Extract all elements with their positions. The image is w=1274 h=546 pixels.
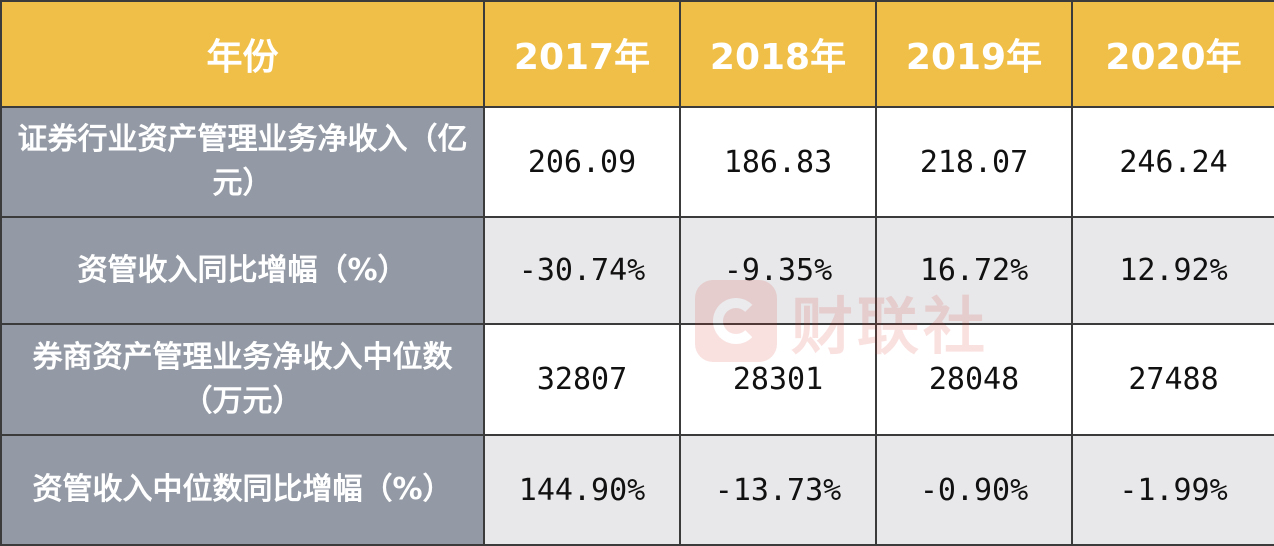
value-cell: -30.74% <box>483 216 681 325</box>
header-2018: 2018年 <box>679 0 877 108</box>
value-cell: 27488 <box>1071 323 1274 436</box>
row-label: 证券行业资产管理业务净收入（亿元） <box>0 106 485 218</box>
value-cell: -1.99% <box>1071 434 1274 546</box>
value-cell: -13.73% <box>679 434 877 546</box>
value-cell: 186.83 <box>679 106 877 218</box>
row-label: 资管收入同比增幅（%） <box>0 216 485 325</box>
value-cell: 246.24 <box>1071 106 1274 218</box>
table-row: 资管收入同比增幅（%） -30.74% -9.35% 16.72% 12.92% <box>0 216 1274 325</box>
header-2017: 2017年 <box>483 0 681 108</box>
header-row: 年份 2017年 2018年 2019年 2020年 <box>0 0 1274 108</box>
row-label: 券商资产管理业务净收入中位数（万元） <box>0 323 485 436</box>
value-cell: 12.92% <box>1071 216 1274 325</box>
table-row: 券商资产管理业务净收入中位数（万元） 32807 28301 28048 274… <box>0 323 1274 436</box>
value-cell: 218.07 <box>875 106 1073 218</box>
header-2019: 2019年 <box>875 0 1073 108</box>
value-cell: -0.90% <box>875 434 1073 546</box>
table-row: 证券行业资产管理业务净收入（亿元） 206.09 186.83 218.07 2… <box>0 106 1274 218</box>
value-cell: 32807 <box>483 323 681 436</box>
table-row: 资管收入中位数同比增幅（%） 144.90% -13.73% -0.90% -1… <box>0 434 1274 546</box>
value-cell: 206.09 <box>483 106 681 218</box>
row-label: 资管收入中位数同比增幅（%） <box>0 434 485 546</box>
header-year: 年份 <box>0 0 485 108</box>
value-cell: -9.35% <box>679 216 877 325</box>
value-cell: 16.72% <box>875 216 1073 325</box>
value-cell: 28048 <box>875 323 1073 436</box>
header-2020: 2020年 <box>1071 0 1274 108</box>
value-cell: 144.90% <box>483 434 681 546</box>
value-cell: 28301 <box>679 323 877 436</box>
